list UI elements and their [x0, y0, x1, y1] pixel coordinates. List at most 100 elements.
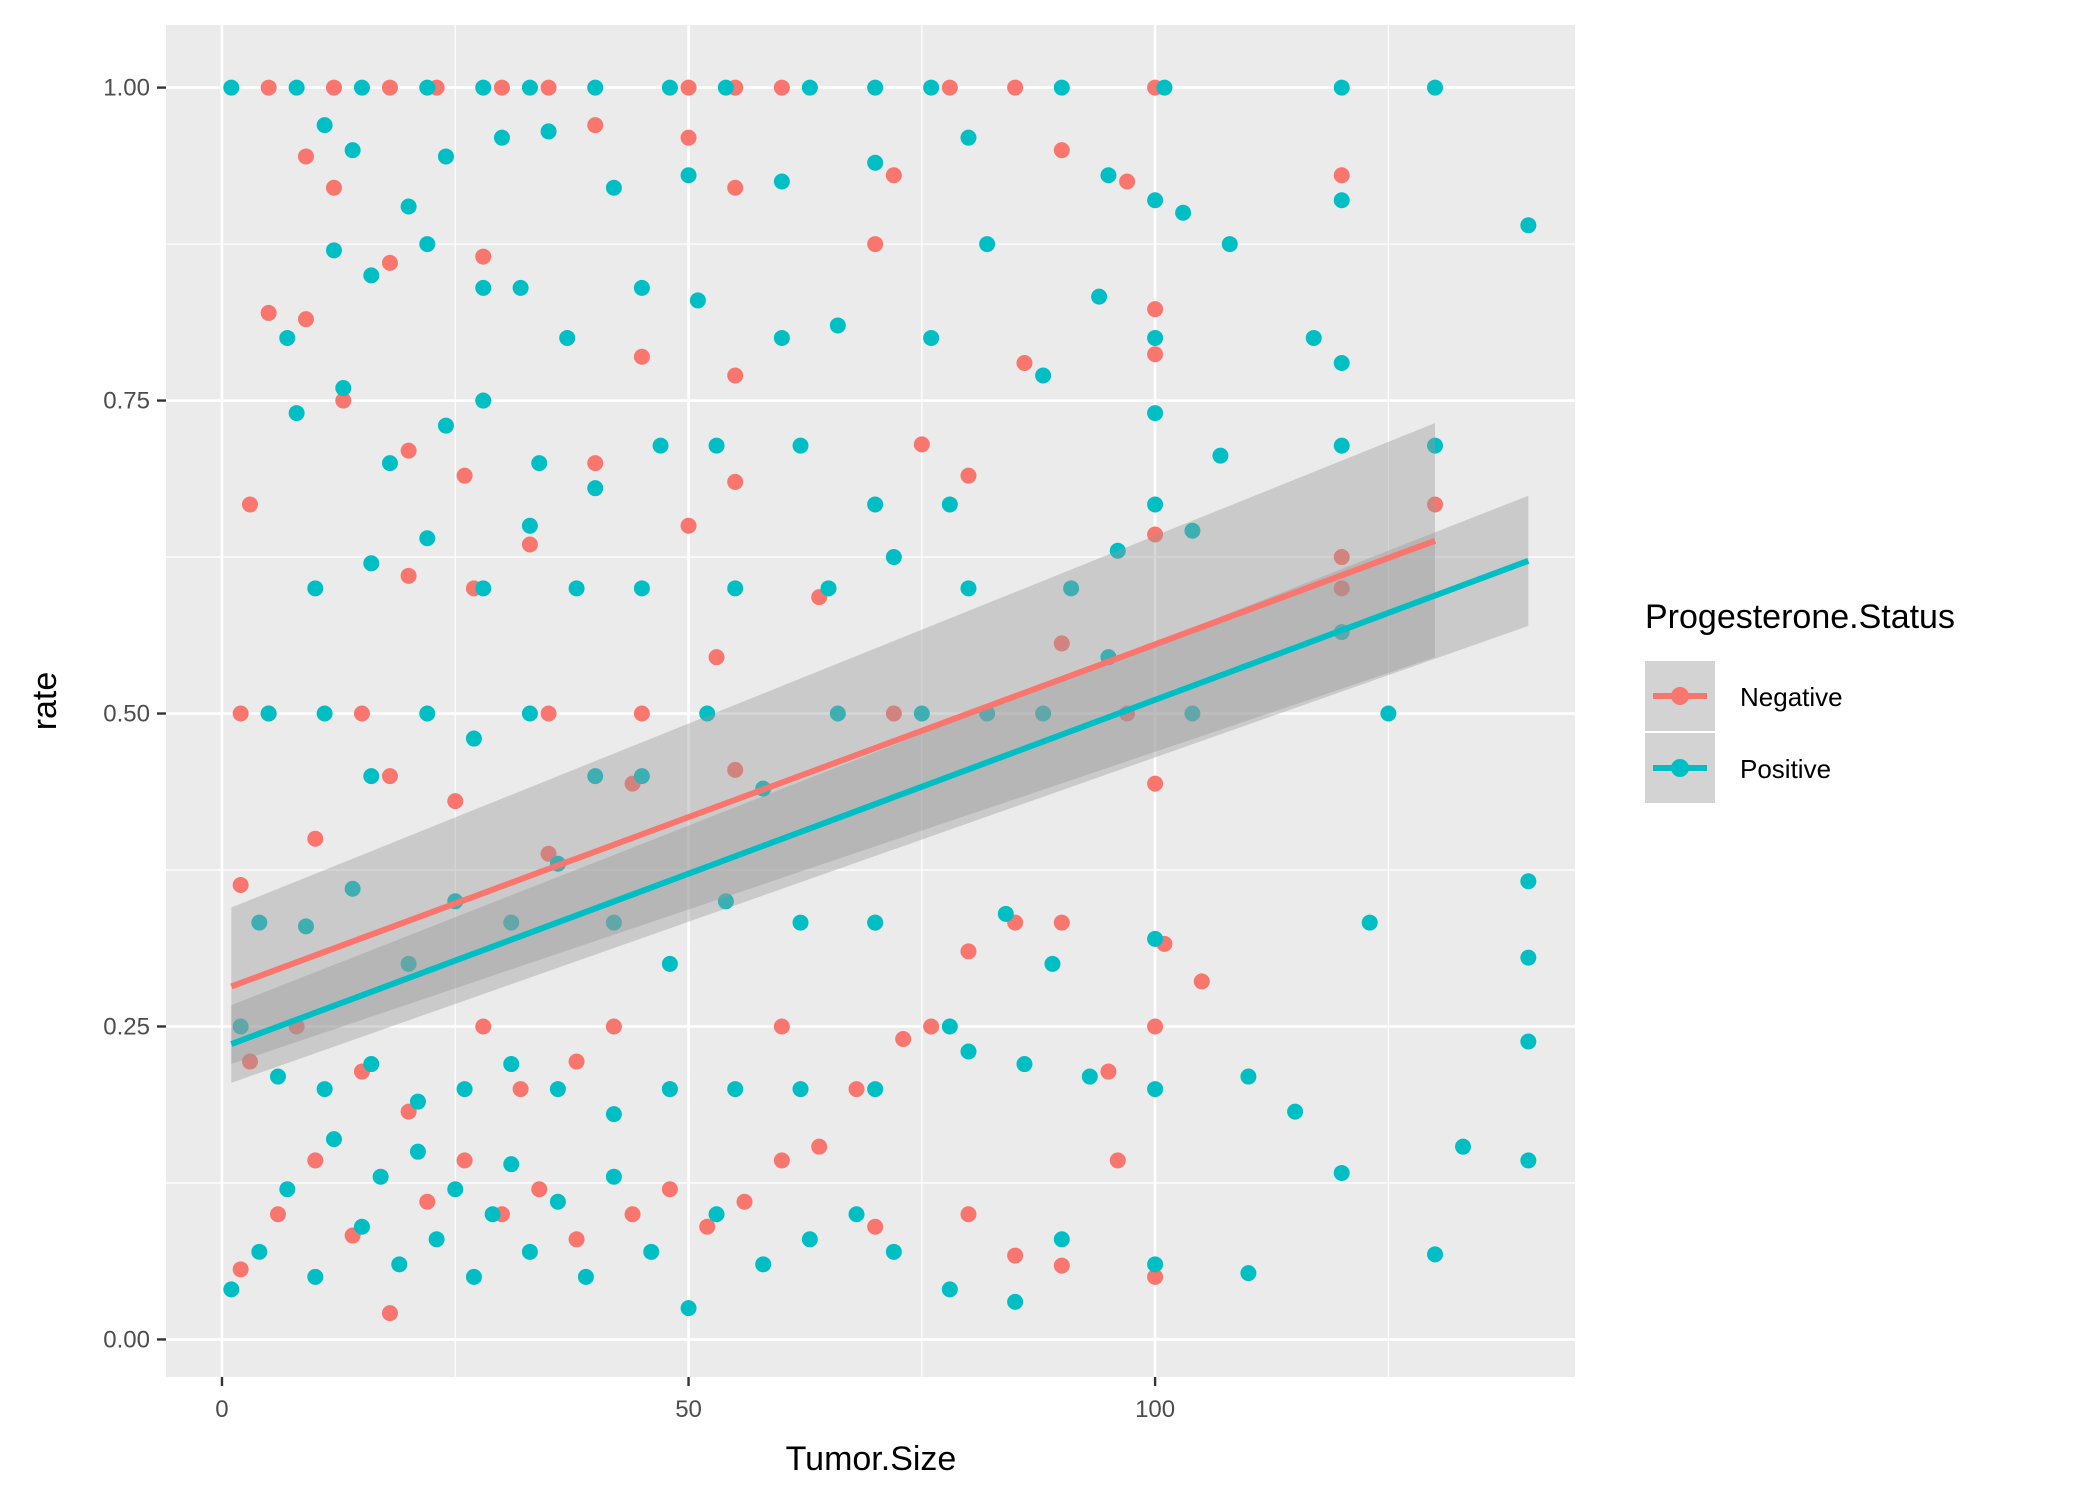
- point-positive: [773, 173, 790, 190]
- point-positive: [1053, 1231, 1070, 1248]
- point-negative: [773, 79, 790, 96]
- point-positive: [661, 1081, 678, 1098]
- point-positive: [848, 1206, 865, 1223]
- point-positive: [531, 455, 548, 472]
- point-negative: [381, 79, 398, 96]
- point-positive: [792, 914, 809, 931]
- point-negative: [587, 117, 604, 134]
- point-negative: [1147, 346, 1164, 363]
- point-positive: [493, 129, 510, 146]
- point-positive: [727, 1081, 744, 1098]
- legend-title: Progesterone.Status: [1645, 598, 1955, 636]
- point-positive: [885, 1243, 902, 1260]
- point-positive: [699, 705, 716, 722]
- point-positive: [1063, 580, 1080, 597]
- point-positive: [605, 1106, 622, 1123]
- point-negative: [419, 1193, 436, 1210]
- point-positive: [521, 1243, 538, 1260]
- point-negative: [1333, 167, 1350, 184]
- point-positive: [223, 1281, 240, 1298]
- point-negative: [736, 1193, 753, 1210]
- point-negative: [848, 1081, 865, 1098]
- trend-lines: [230, 423, 1530, 1083]
- point-negative: [1147, 526, 1164, 543]
- point-positive: [913, 705, 930, 722]
- trend-line-positive: [230, 557, 1530, 1047]
- point-positive: [549, 1193, 566, 1210]
- point-positive: [661, 955, 678, 972]
- point-negative: [521, 536, 538, 553]
- point-negative: [325, 79, 342, 96]
- point-positive: [829, 317, 846, 334]
- point-positive: [633, 580, 650, 597]
- point-positive: [521, 79, 538, 96]
- point-positive: [316, 117, 333, 134]
- confidence-band-negative: [231, 423, 1436, 1065]
- point-positive: [475, 392, 492, 409]
- point-positive: [885, 549, 902, 566]
- point-positive: [512, 279, 529, 296]
- point-negative: [661, 1181, 678, 1198]
- point-positive: [1212, 447, 1229, 464]
- point-positive: [1333, 355, 1350, 371]
- point-positive: [428, 1231, 445, 1248]
- point-positive: [1520, 217, 1537, 234]
- point-positive: [279, 1181, 296, 1198]
- point-positive: [1147, 405, 1164, 422]
- point-positive: [1035, 705, 1052, 722]
- point-negative: [1147, 775, 1164, 792]
- point-positive: [577, 1268, 594, 1285]
- point-positive: [1147, 1256, 1164, 1273]
- point-negative: [773, 1152, 790, 1169]
- point-positive: [1044, 955, 1061, 972]
- point-negative: [335, 392, 352, 409]
- point-positive: [391, 1256, 408, 1273]
- point-negative: [727, 367, 744, 384]
- point-positive: [363, 768, 380, 785]
- point-positive: [288, 79, 305, 96]
- point-negative: [456, 1152, 473, 1169]
- point-positive: [587, 480, 604, 497]
- point-positive: [1184, 705, 1201, 722]
- point-negative: [1053, 914, 1070, 931]
- y-tick-label: 1.00: [103, 75, 150, 102]
- point-positive: [867, 79, 884, 96]
- point-negative: [568, 1231, 585, 1248]
- point-negative: [1119, 173, 1136, 190]
- point-positive: [633, 279, 650, 296]
- point-positive: [484, 1206, 501, 1223]
- point-negative: [633, 348, 650, 365]
- point-positive: [1333, 437, 1350, 454]
- point-negative: [400, 1103, 417, 1120]
- point-negative: [727, 473, 744, 490]
- point-negative: [960, 1206, 977, 1223]
- point-positive: [1081, 1068, 1098, 1085]
- point-negative: [773, 1018, 790, 1035]
- point-negative: [1100, 1063, 1117, 1080]
- point-positive: [997, 905, 1014, 922]
- legend-label-positive: Positive: [1740, 754, 1831, 784]
- y-tick-label: 0.75: [103, 388, 150, 415]
- point-negative: [269, 1206, 286, 1223]
- point-negative: [1147, 1268, 1164, 1285]
- point-negative: [493, 79, 510, 96]
- point-negative: [624, 1206, 641, 1223]
- point-positive: [353, 79, 370, 96]
- point-negative: [680, 129, 697, 146]
- point-negative: [297, 311, 314, 328]
- point-positive: [689, 292, 706, 309]
- point-positive: [941, 496, 958, 513]
- point-positive: [437, 417, 454, 434]
- point-positive: [801, 1231, 818, 1248]
- confidence-band-positive: [231, 495, 1529, 1083]
- point-negative: [232, 1261, 249, 1278]
- point-negative: [325, 179, 342, 196]
- point-positive: [941, 1281, 958, 1298]
- point-negative: [727, 761, 744, 778]
- point-positive: [251, 1243, 268, 1260]
- point-negative: [381, 768, 398, 785]
- y-axis-title: rate: [26, 672, 64, 731]
- point-negative: [260, 304, 277, 321]
- point-positive: [363, 267, 380, 284]
